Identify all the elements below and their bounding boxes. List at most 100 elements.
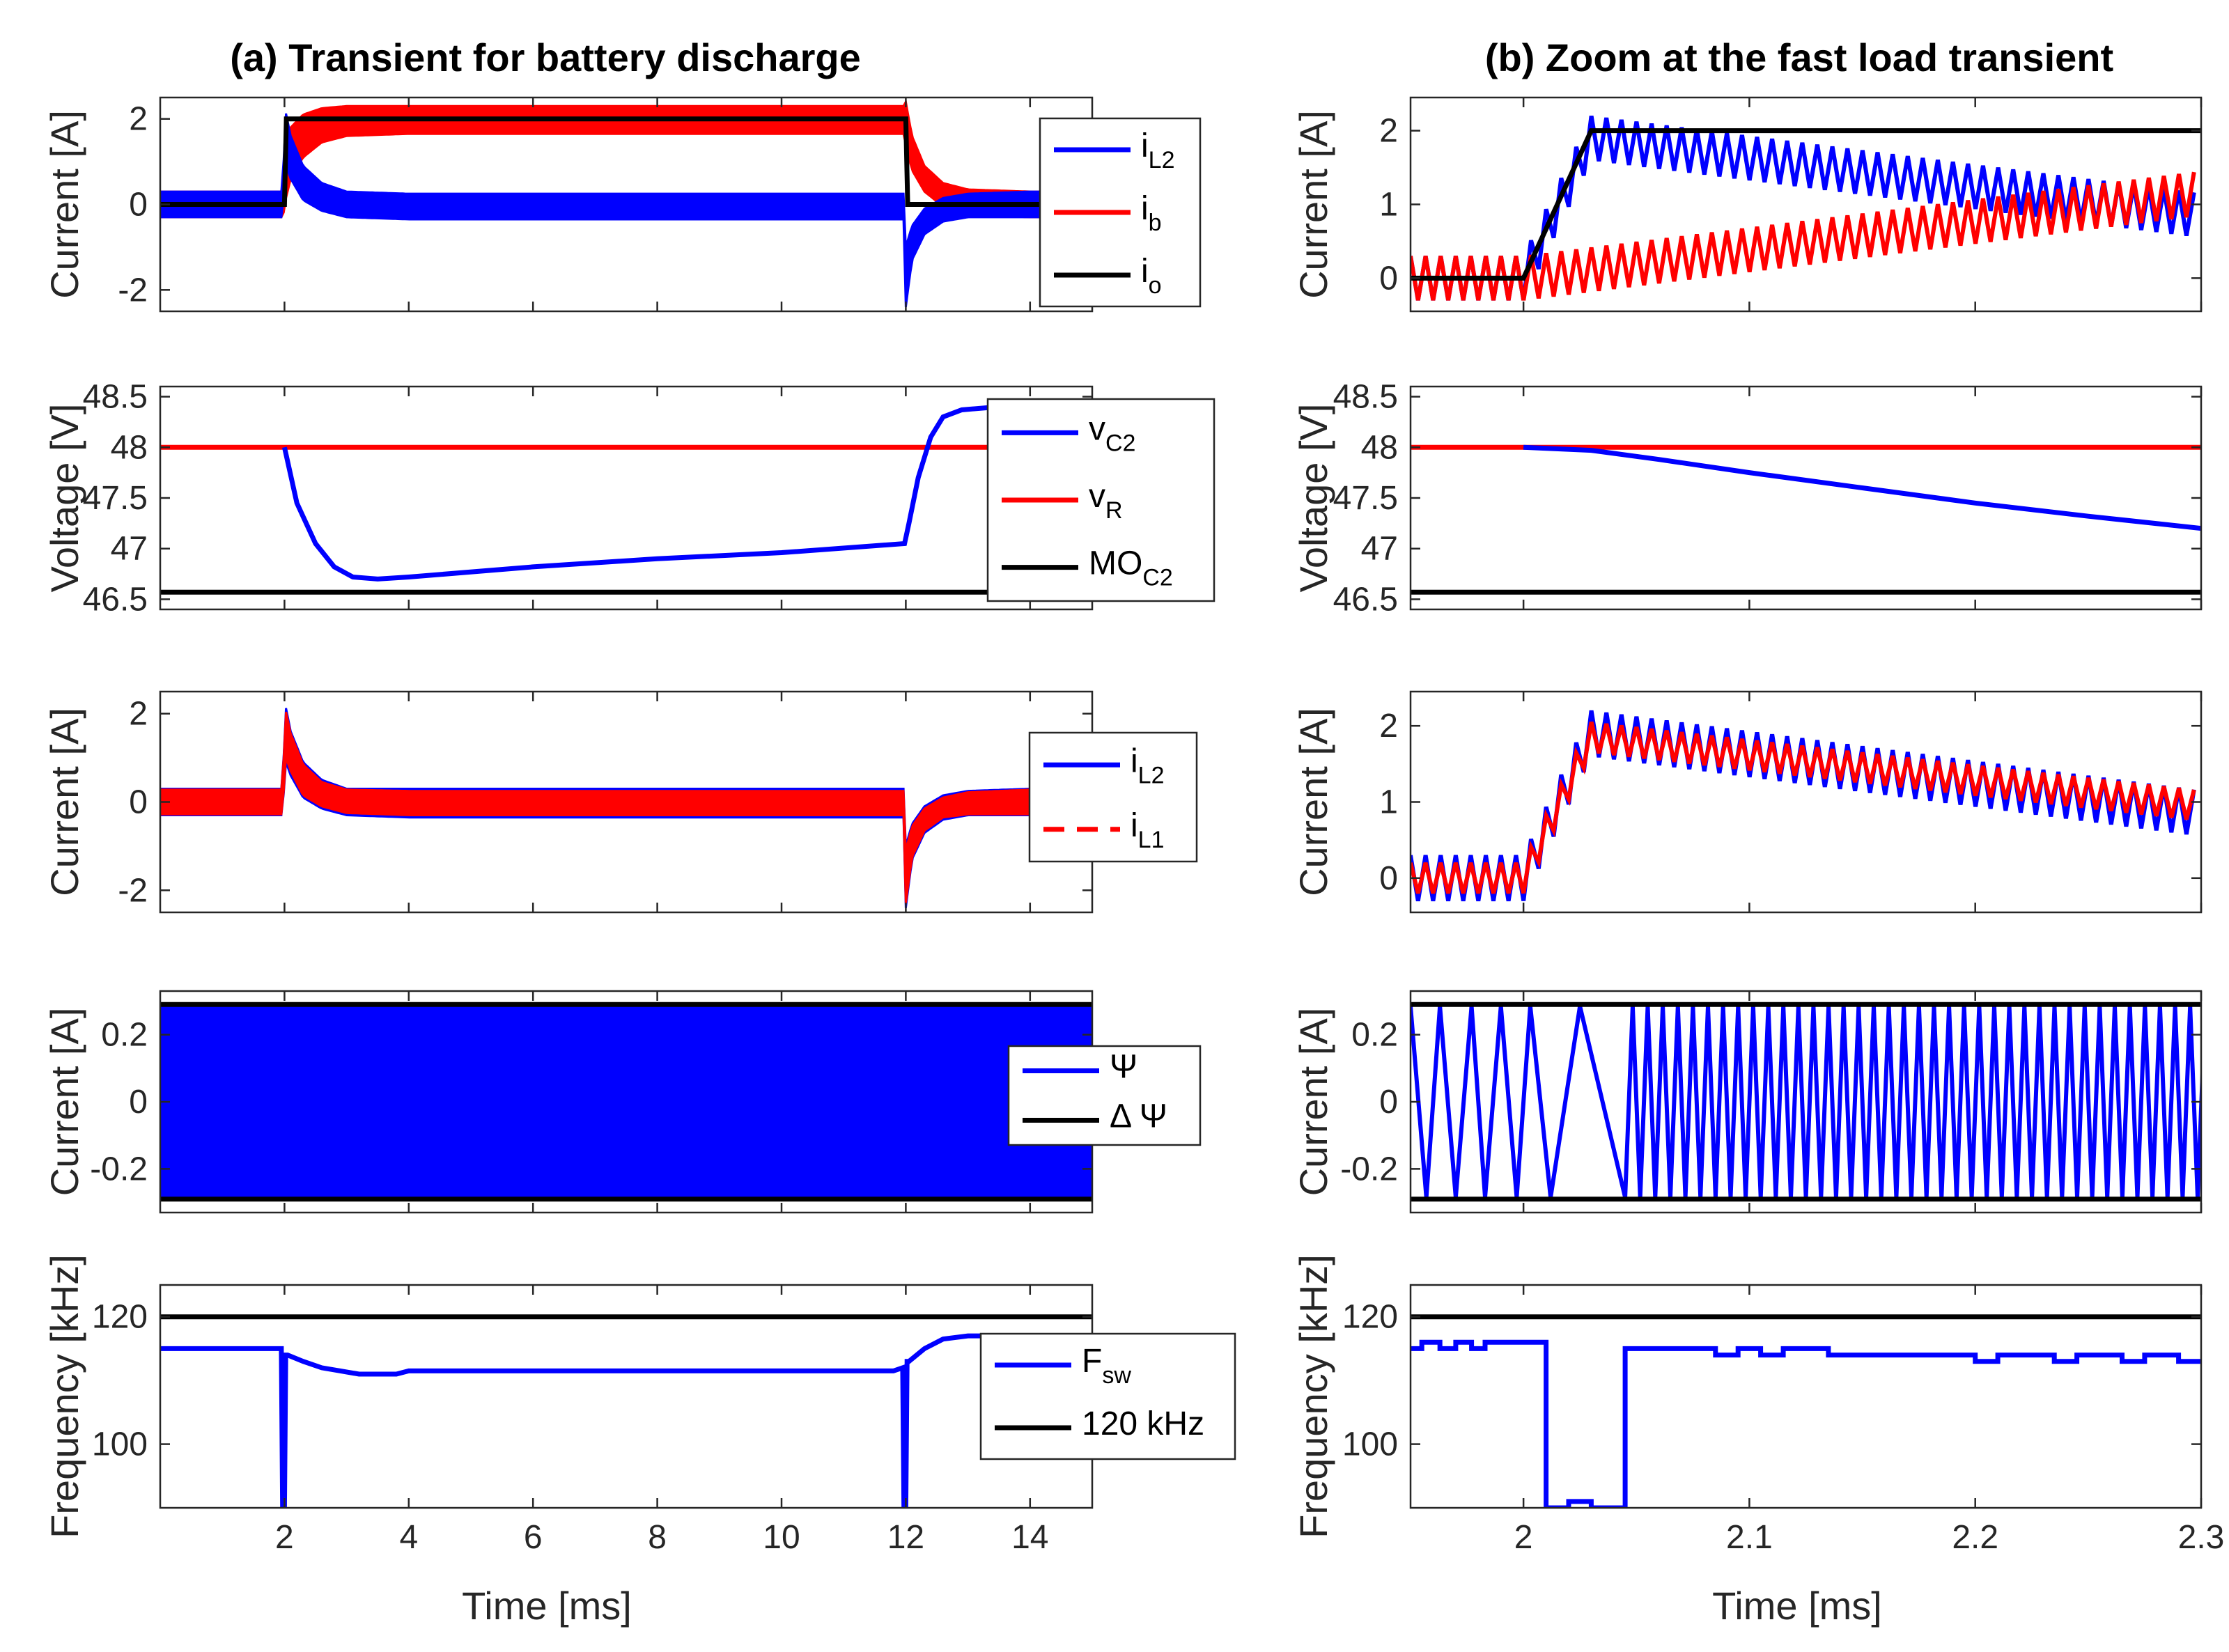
plot-area (1411, 1285, 2201, 1508)
ylabel: Current [A] (1291, 708, 1335, 896)
series-group (1411, 116, 2201, 301)
ytick-label: 100 (1342, 1426, 1398, 1463)
xtick-label: 6 (524, 1519, 543, 1556)
ytick-label: 2 (129, 101, 148, 138)
xtick-label: 4 (399, 1519, 418, 1556)
legend-4: Ψ Δ Ψ (1007, 1045, 1202, 1146)
xlabel-left: Time [ms] (462, 1584, 632, 1628)
ytick-label: -2 (118, 872, 148, 909)
xtick-label: 2.3 (2178, 1519, 2225, 1556)
ytick-label: 2 (1379, 708, 1398, 745)
panel-6: 0 1 2 Current [A] (1291, 96, 2203, 313)
xtick-label: 12 (887, 1519, 924, 1556)
plot-area (160, 1285, 1092, 1508)
ytick-label: 0 (129, 187, 148, 224)
ytick-label: 1 (1379, 187, 1398, 224)
ytick-label: 47.5 (83, 480, 148, 517)
series-group (1411, 1314, 2201, 1508)
xlabel-right: Time [ms] (1712, 1584, 1882, 1628)
series-i-l2 (160, 113, 1092, 308)
title-left: (a) Transient for battery discharge (230, 36, 861, 79)
ylabel: Voltage [V] (42, 404, 86, 593)
panel-1: -2 0 2 Current [A] (42, 96, 1094, 313)
ytick-label: 46.5 (83, 581, 148, 618)
series-group (160, 708, 1092, 908)
ylabel: Current [A] (42, 708, 86, 896)
series-f-sw (160, 1333, 1092, 1508)
axes-frame (1409, 1284, 2203, 1509)
ytick-label: 0 (1379, 260, 1398, 297)
series-group (1411, 1002, 2201, 1202)
series-i-b (160, 98, 1092, 219)
xtick-label: 14 (1011, 1519, 1048, 1556)
xtick-label: 8 (648, 1519, 667, 1556)
series-- (160, 1005, 1092, 1199)
ytick-label: 48.5 (83, 379, 148, 416)
ytick-label: 0 (1379, 1084, 1398, 1121)
series-i-o (1411, 128, 2201, 281)
ytick-label: 1 (1379, 784, 1398, 821)
xtick-label: 10 (763, 1519, 800, 1556)
series-group (160, 1314, 1092, 1508)
ylabel: Voltage [V] (1291, 404, 1335, 593)
ytick-label: 46.5 (1333, 581, 1398, 618)
ylabel: Current [A] (42, 1008, 86, 1197)
series-group (1411, 444, 2201, 595)
series-v-c2 (1523, 444, 2201, 531)
ytick-label: 120 (1342, 1299, 1398, 1336)
ytick-label: 100 (92, 1426, 148, 1463)
series-group (160, 404, 1092, 595)
legend-box (979, 1332, 1236, 1460)
legend-box (1007, 1045, 1202, 1146)
ytick-label: 48.5 (1333, 379, 1398, 416)
ytick-label: 48 (111, 429, 148, 466)
ytick-label: 2 (129, 696, 148, 733)
series-i-b (1411, 171, 2196, 301)
plot-area (1411, 387, 2201, 609)
legend-label: Ψ (1110, 1049, 1137, 1086)
ylabel: Frequency [kHz] (42, 1254, 86, 1538)
ytick-label: -0.2 (90, 1151, 148, 1187)
ytick-label: 47 (111, 531, 148, 568)
series-group (1411, 710, 2196, 902)
ytick-label: 47.5 (1333, 480, 1398, 517)
series-i-l1 (160, 711, 1092, 904)
series-i-l1 (1411, 721, 2196, 894)
ylabel: Frequency [kHz] (1291, 1254, 1335, 1538)
legend-label: 120 kHz (1082, 1405, 1204, 1442)
series-i-o (160, 116, 1092, 207)
ytick-label: 0.2 (1351, 1017, 1398, 1054)
legend-box (1028, 731, 1198, 863)
ytick-label: 2 (1379, 113, 1398, 150)
ytick-label: 120 (92, 1299, 148, 1336)
ytick-label: 0 (129, 1084, 148, 1121)
ytick-label: -0.2 (1340, 1151, 1398, 1187)
panel-4: -0.2 0 0.2 Current [A] (42, 990, 1094, 1214)
title-right: (b) Zoom at the fast load transient (1485, 36, 2113, 79)
ytick-label: 47 (1361, 531, 1398, 568)
legend-label: Δ Ψ (1110, 1098, 1167, 1135)
plot-area (160, 387, 1092, 609)
xtick-label: 2 (275, 1519, 294, 1556)
series-group (160, 98, 1092, 308)
ylabel: Current [A] (42, 110, 86, 299)
panel-8: 0 1 2 Current [A] (1291, 690, 2203, 914)
series-group (160, 1002, 1092, 1202)
panel-5: 100 120 2 4 6 8 10 12 14 Frequency [kHz] (42, 1254, 1094, 1556)
series-v-c2 (281, 404, 1092, 582)
ytick-label: -2 (118, 272, 148, 309)
ytick-label: 0 (129, 784, 148, 821)
series-i-l2 (1411, 116, 2196, 301)
xtick-label: 2.1 (1726, 1519, 1773, 1556)
series-f-sw (1411, 1339, 2201, 1508)
panel-3: -2 0 2 Current [A] (42, 690, 1094, 914)
ytick-label: 0 (1379, 860, 1398, 897)
ylabel: Current [A] (1291, 1008, 1335, 1197)
